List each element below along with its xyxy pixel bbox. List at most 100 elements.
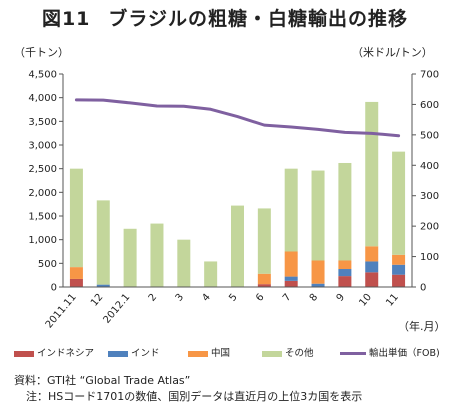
legend-item-fob: 輸出単価（FOB) xyxy=(340,345,440,359)
legend-item-indonesia: インドネシア xyxy=(14,345,94,359)
bar-indonesia-0 xyxy=(69,278,83,287)
x-tick-label: 10 xyxy=(357,292,374,309)
legend-label-india: インド xyxy=(131,348,160,359)
left-tick-label: 4,500 xyxy=(28,70,57,81)
chart-plot: 0 500 1,000 1,500 2,000 2,500 3,000 3,500 4,000 4… xyxy=(28,70,439,331)
bar-other-11 xyxy=(365,101,379,247)
x-tick-label: 4 xyxy=(200,292,213,304)
x-tick-label: 6 xyxy=(254,292,267,304)
legend-item-india: インド xyxy=(108,345,160,359)
right-tick-label: 400 xyxy=(420,161,439,172)
bar-other-5 xyxy=(204,261,218,287)
x-tick-label: 2 xyxy=(147,292,160,304)
x-tick-label: 3 xyxy=(174,292,187,304)
right-tick-label: 600 xyxy=(420,100,439,111)
right-tick-label: 200 xyxy=(420,222,439,233)
legend-swatch-india xyxy=(108,350,128,357)
fob-point-6 xyxy=(237,116,238,118)
legend-line-fob xyxy=(340,352,366,355)
fob-point-8 xyxy=(290,126,292,128)
title-text: ブラジルの粗糖・白糖輸出の推移 xyxy=(108,8,409,30)
right-tick-label: 700 xyxy=(420,70,439,81)
x-tick-label: 8 xyxy=(308,292,321,304)
bar-other-10 xyxy=(338,162,352,261)
right-tick-label: 0 xyxy=(420,283,426,294)
left-tick-label: 3,500 xyxy=(28,117,57,128)
bar-china-11 xyxy=(365,246,379,262)
left-tick-label: 3,000 xyxy=(28,141,57,152)
footnote: 注：HSコード1701の数値、国別データは直近月の上位3カ国を表示 xyxy=(26,390,363,403)
bar-other-1 xyxy=(96,200,110,285)
legend-swatch-other xyxy=(262,350,282,357)
x-tick-label: 11 xyxy=(384,292,401,309)
fob-point-1 xyxy=(102,99,104,101)
right-tick-label: 300 xyxy=(420,191,439,202)
left-tick-label: 4,000 xyxy=(28,93,57,104)
bar-other-2 xyxy=(123,228,137,287)
legend-item-china: 中国 xyxy=(188,345,230,359)
bar-indonesia-7 xyxy=(257,284,271,287)
bar-china-8 xyxy=(284,251,298,277)
x-tick-label: 12 xyxy=(89,292,106,309)
fob-point-11 xyxy=(371,132,373,134)
left-tick-label: 1,000 xyxy=(28,235,57,246)
chart-title: 図11 ブラジルの粗糖・白糖輸出の推移 xyxy=(0,4,450,31)
bar-china-12 xyxy=(392,254,406,265)
fob-point-10 xyxy=(344,131,346,133)
bar-other-3 xyxy=(150,223,164,287)
notes: 資料：GTI社 “Global Trade Atlas” 注：HSコード1701… xyxy=(14,373,362,405)
left-tick-label: 2,500 xyxy=(28,164,57,175)
bar-india-11 xyxy=(365,261,379,273)
bar-india-8 xyxy=(284,276,298,281)
left-tick-label: 500 xyxy=(38,259,57,270)
legend-swatch-indonesia xyxy=(14,350,34,357)
left-tick-label: 2,000 xyxy=(28,188,57,199)
source-note: 資料：GTI社 “Global Trade Atlas” xyxy=(14,374,191,387)
figure-number: 図11 xyxy=(41,8,91,30)
x-tick-label: 2012.1 xyxy=(101,292,132,326)
left-tick-label: 1,500 xyxy=(28,212,57,223)
fob-point-4 xyxy=(183,105,185,107)
bar-indonesia-8 xyxy=(284,280,298,287)
bar-other-9 xyxy=(311,170,325,261)
bar-other-8 xyxy=(284,168,298,252)
legend-label-fob: 輸出単価（FOB) xyxy=(369,348,440,359)
legend-swatch-china xyxy=(188,350,208,357)
right-tick-label: 500 xyxy=(420,130,439,141)
bar-other-12 xyxy=(392,151,406,255)
x-tick-label: 5 xyxy=(227,292,240,304)
right-tick-label: 100 xyxy=(420,252,439,263)
right-axis-unit: （米ドル/トン） xyxy=(352,46,433,59)
bar-indonesia-11 xyxy=(365,272,379,287)
legend-label-other: その他 xyxy=(285,348,314,359)
bar-india-10 xyxy=(338,269,352,277)
bar-india-12 xyxy=(392,264,406,275)
fob-point-3 xyxy=(156,105,158,107)
x-tick-label: 7 xyxy=(281,292,294,304)
bar-india-1 xyxy=(96,284,110,287)
fob-point-0 xyxy=(75,99,77,101)
bar-other-6 xyxy=(231,205,244,287)
fob-point-7 xyxy=(263,124,265,126)
bar-china-0 xyxy=(69,267,83,279)
bar-china-7 xyxy=(257,273,271,285)
fob-price-line xyxy=(74,98,401,138)
bar-indonesia-10 xyxy=(338,276,352,287)
bar-other-0 xyxy=(69,168,83,268)
left-axis-unit: （千トン） xyxy=(14,46,69,59)
bar-china-10 xyxy=(338,260,352,270)
legend-item-other: その他 xyxy=(262,345,314,359)
x-tick-label: 9 xyxy=(335,292,348,304)
legend-label-china: 中国 xyxy=(211,348,231,359)
bar-other-7 xyxy=(257,208,271,274)
left-tick-label: 0 xyxy=(51,283,57,294)
fob-point-12 xyxy=(398,135,400,137)
fob-point-2 xyxy=(129,102,131,104)
bar-indonesia-12 xyxy=(392,274,406,287)
x-tick-label: 2011.11 xyxy=(44,292,79,331)
bar-china-9 xyxy=(311,260,325,284)
x-axis-unit: （年.月） xyxy=(398,320,446,333)
bar-other-4 xyxy=(177,239,191,287)
fob-point-9 xyxy=(317,128,319,130)
fob-point-5 xyxy=(210,108,212,110)
